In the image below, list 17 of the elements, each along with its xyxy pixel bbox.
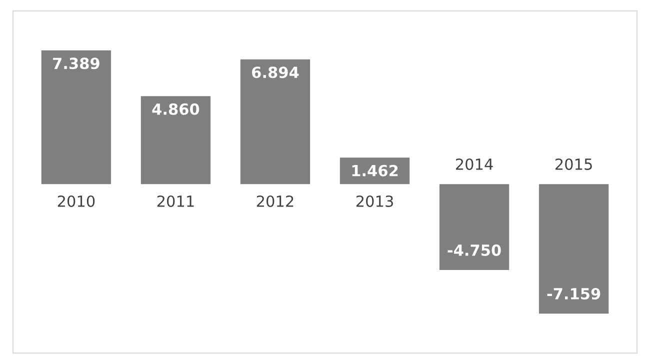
x-tick-label: 2012 (256, 195, 294, 208)
bar (240, 59, 310, 184)
x-tick-label: 2014 (456, 158, 493, 170)
x-tick-label: 2015 (555, 158, 592, 170)
data-label: 6.894 (252, 66, 299, 78)
data-label: 4.860 (152, 103, 200, 115)
x-tick-label: 2011 (157, 195, 194, 208)
bar (538, 184, 609, 314)
x-tick-label: 2013 (356, 195, 393, 208)
x-tick-label: 2010 (58, 195, 95, 208)
bar (140, 96, 211, 184)
data-label: 1.462 (352, 164, 398, 176)
bar (41, 50, 112, 184)
bar (439, 184, 510, 270)
data-label: -4.750 (448, 244, 501, 256)
data-label: 7.389 (53, 58, 100, 70)
data-label: -7.159 (547, 288, 600, 300)
